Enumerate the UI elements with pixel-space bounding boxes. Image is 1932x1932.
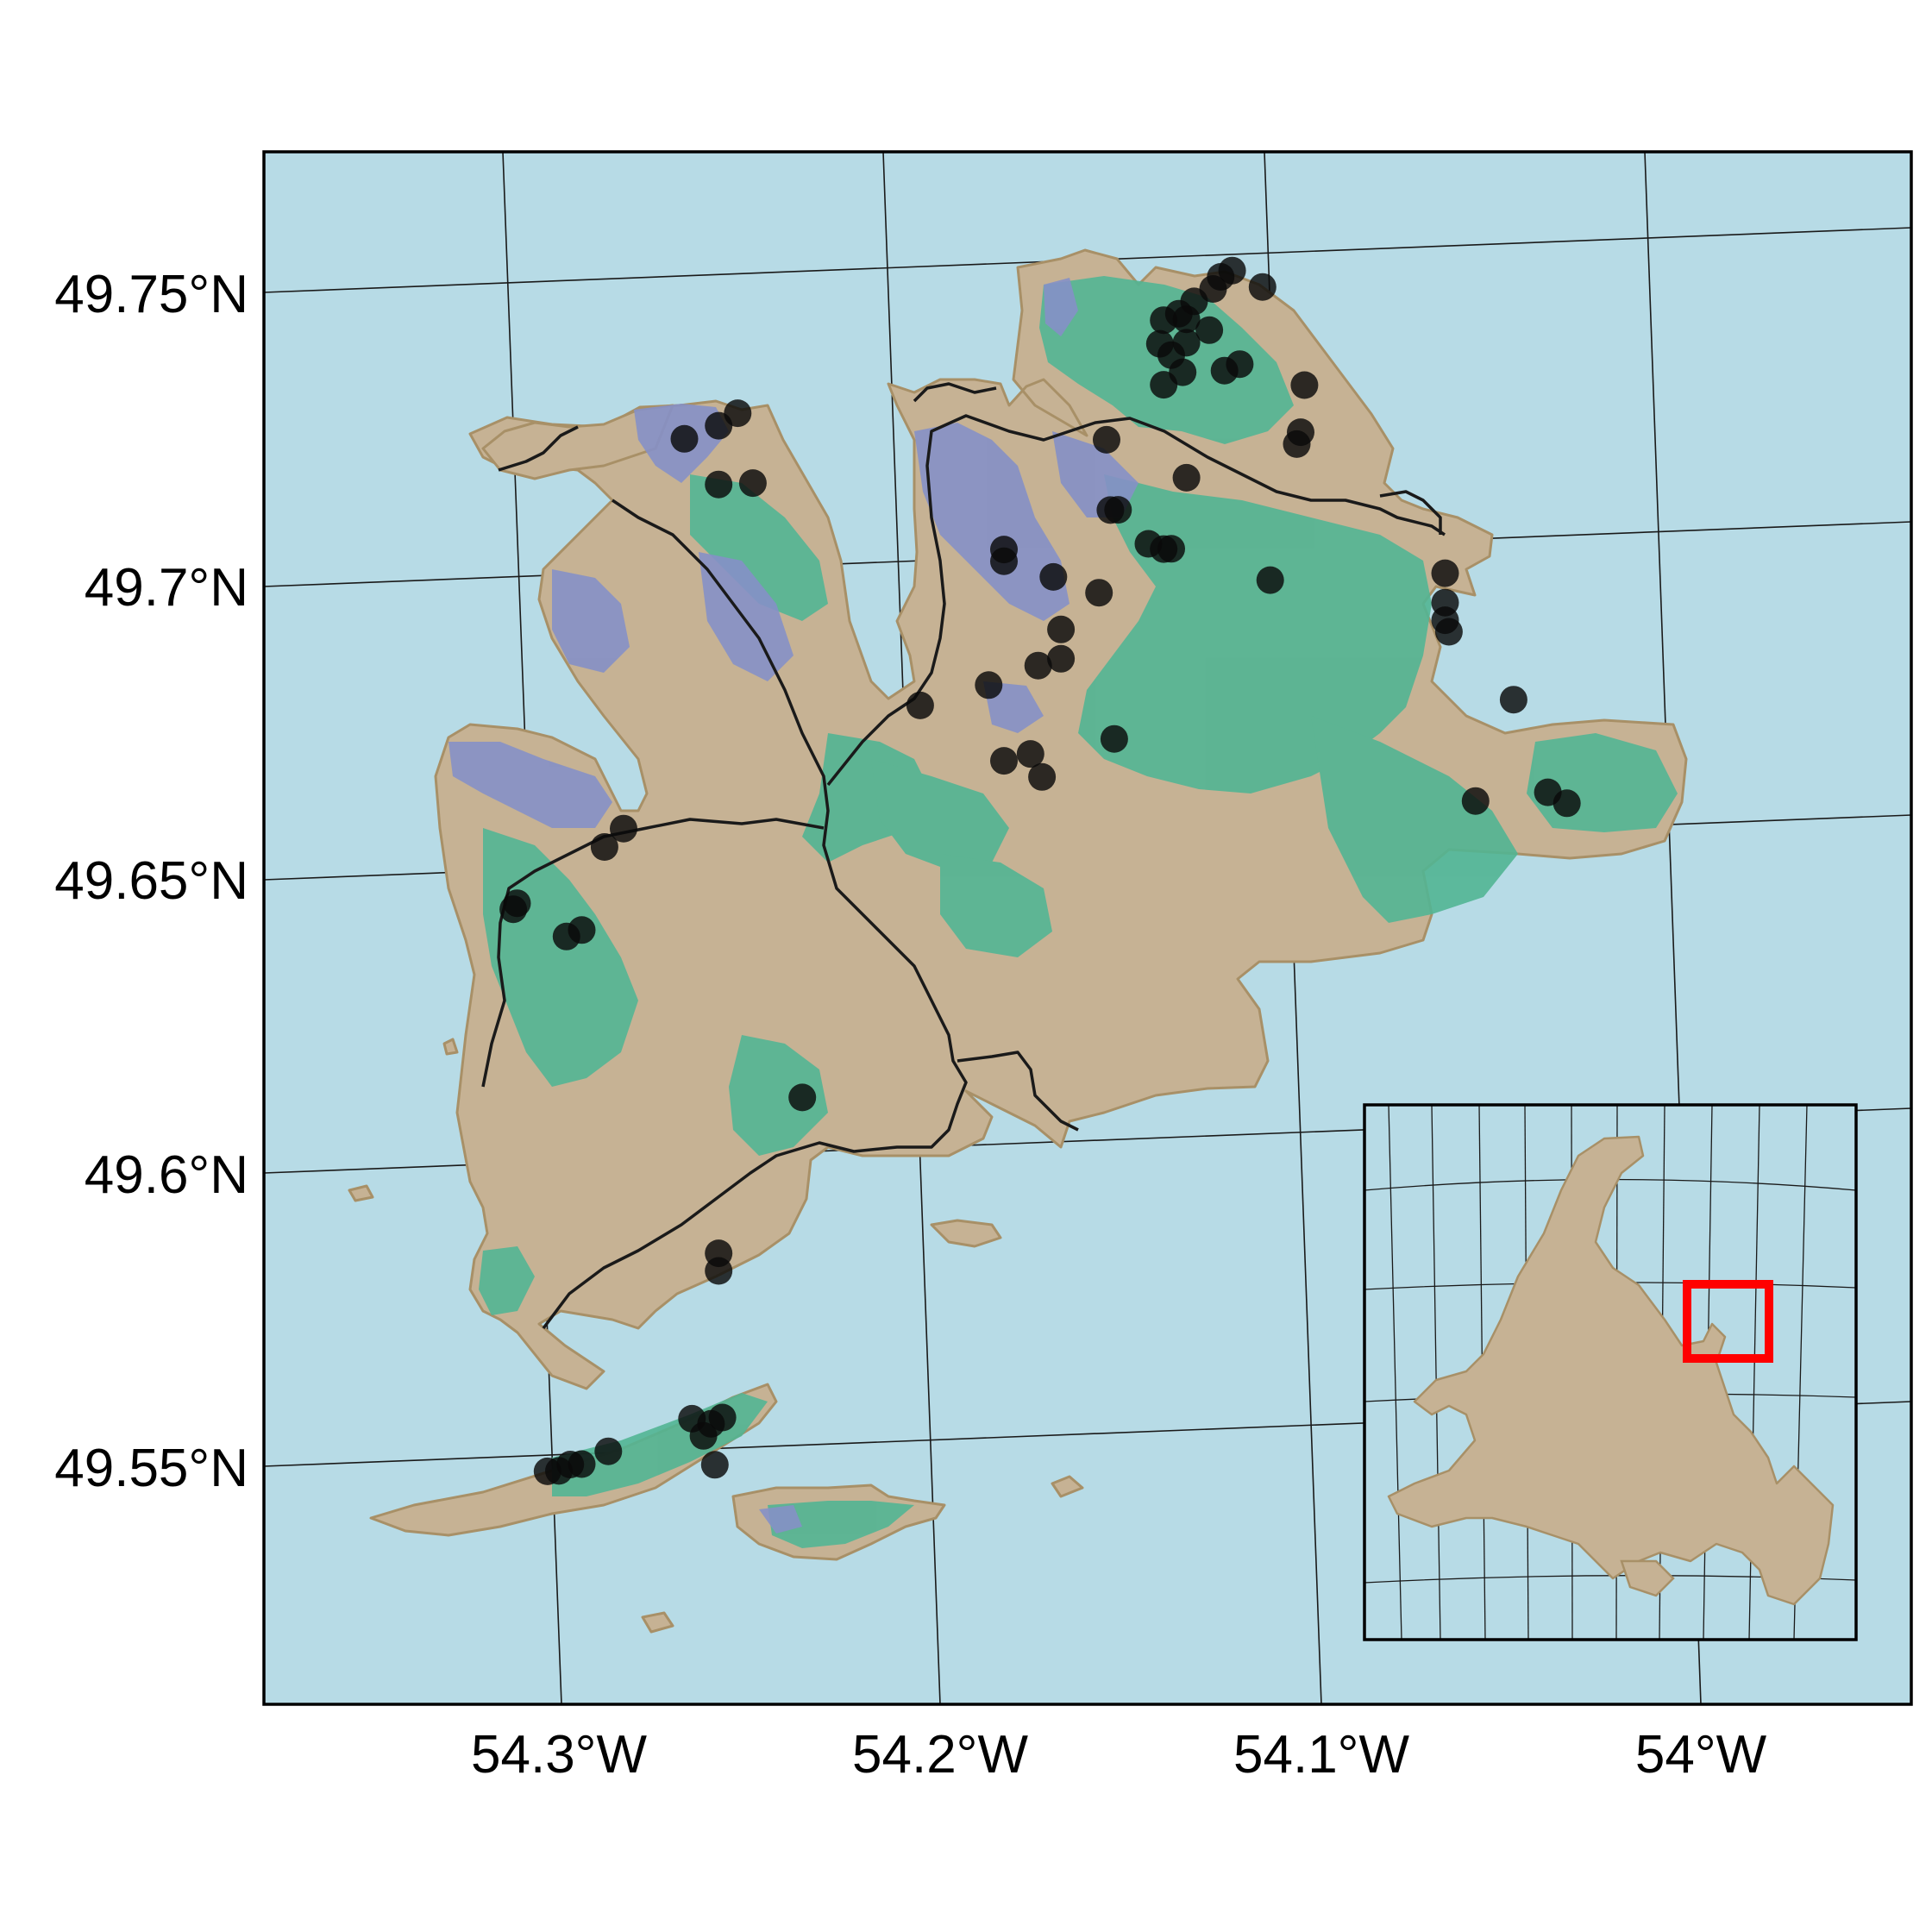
sample-point	[1461, 787, 1490, 815]
lon-label-54-2: 54.2°W	[852, 1725, 1028, 1785]
sample-point	[1172, 329, 1201, 357]
sample-point	[1104, 496, 1132, 524]
sample-point	[503, 889, 531, 918]
sample-point	[1047, 644, 1076, 673]
sample-point	[1434, 618, 1463, 646]
sample-point	[1195, 316, 1224, 344]
sample-point	[1499, 686, 1527, 714]
sample-point	[1248, 273, 1276, 301]
lat-label-49-75: 49.75°N	[54, 265, 248, 324]
sample-point	[975, 671, 1003, 699]
sample-point	[1085, 579, 1113, 607]
inset-extent-box	[1683, 1280, 1773, 1363]
sample-point	[610, 814, 637, 843]
sample-point	[1283, 430, 1311, 458]
sample-point	[990, 747, 1018, 775]
sample-point	[1039, 562, 1068, 591]
sample-point	[1150, 306, 1178, 335]
sample-point	[1047, 615, 1076, 643]
sample-point	[1290, 371, 1319, 399]
sample-point	[708, 1403, 737, 1432]
sample-point	[1552, 789, 1581, 818]
sample-point	[568, 916, 596, 944]
sample-point	[724, 399, 752, 428]
sample-point	[788, 1083, 817, 1112]
lat-label-49-7: 49.7°N	[85, 558, 248, 618]
sample-point	[1218, 256, 1246, 285]
sample-point	[700, 1451, 729, 1479]
sample-point	[1016, 740, 1044, 768]
roads	[481, 382, 1446, 1330]
sample-point	[1150, 371, 1178, 399]
sample-point	[1157, 535, 1185, 563]
lon-label-54-3: 54.3°W	[471, 1725, 647, 1785]
sample-point	[533, 1457, 561, 1485]
sample-point	[594, 1437, 623, 1465]
lon-label-54-1: 54.1°W	[1233, 1725, 1409, 1785]
sample-point	[1093, 425, 1120, 454]
sample-point	[1024, 651, 1052, 680]
sample-point	[738, 469, 767, 498]
sample-point	[1431, 559, 1459, 587]
longitude-axis-labels: 54.3°W 54.2°W 54.1°W 54°W	[471, 1725, 1767, 1785]
lat-label-49-6: 49.6°N	[85, 1145, 248, 1205]
sample-point	[1172, 305, 1201, 334]
sample-point	[1172, 463, 1201, 492]
map-frame	[262, 150, 1913, 1706]
sample-point	[689, 1421, 718, 1450]
lon-label-54: 54°W	[1635, 1725, 1767, 1785]
sample-point	[1226, 350, 1254, 379]
sample-point	[1256, 566, 1284, 594]
sample-point	[1100, 724, 1128, 753]
inset-south-peninsula	[1620, 1559, 1675, 1597]
sample-point	[590, 833, 618, 861]
sample-point	[906, 691, 934, 719]
lat-label-49-65: 49.65°N	[54, 851, 248, 911]
sample-point	[670, 424, 699, 453]
sample-point	[1028, 762, 1057, 791]
inset-frame	[1363, 1103, 1858, 1641]
sample-point	[990, 547, 1018, 575]
sample-points	[499, 256, 1581, 1485]
sample-point	[705, 1257, 733, 1285]
purple-vegetation-layer	[448, 278, 1138, 1534]
sample-point	[705, 470, 733, 499]
lat-label-49-55: 49.55°N	[54, 1439, 248, 1498]
latitude-axis-labels: 49.75°N 49.7°N 49.65°N 49.6°N 49.55°N	[54, 265, 248, 1498]
inset-newfoundland-landmass	[1387, 1135, 1835, 1606]
inset-locator-map	[1363, 1103, 1858, 1641]
